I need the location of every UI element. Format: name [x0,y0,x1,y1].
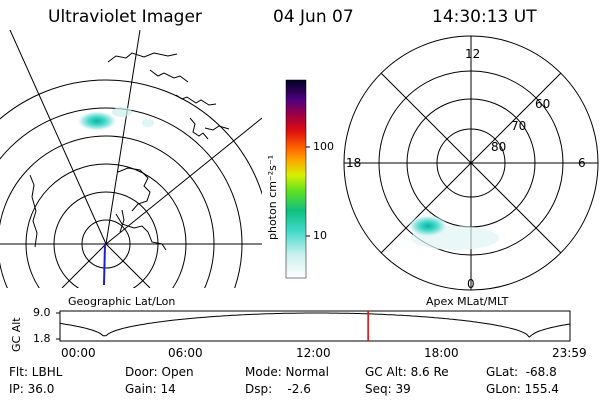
gain-info: Gain: 14 [125,382,176,396]
aurora-emission-left [77,111,117,131]
gc-alt-xtick: 18:00 [424,346,459,360]
aurora-emission-left [112,107,132,117]
mlat-label: 80 [491,140,507,154]
aurora-emission-left [142,119,154,127]
gc-alt-info: GC Alt: 8.6 Re [365,365,449,379]
ip-info: IP: 36.0 [9,382,55,396]
glat-info: GLat: -68.8 [486,365,557,379]
gc-alt-xtick: 23:59 [552,346,587,360]
filter-info: Flt: LBHL [9,365,63,379]
coastline [29,174,38,248]
coastline [189,117,209,140]
dsp-info: Dsp: -2.6 [245,382,311,396]
colorbar-unit-label: photon cm⁻²s⁻¹ [266,154,279,240]
gc-alt-xtick: 00:00 [61,346,96,360]
meridian-line [105,243,151,288]
right-panel-label: Apex MLat/MLT [426,295,509,308]
gc-alt-ylabel: GC Alt [10,317,23,352]
gc-alt-plot-frame [59,310,571,342]
coastline [204,125,230,131]
mlat-label: 60 [535,97,551,111]
mode-info: Mode: Normal [245,365,329,379]
image-time: 14:30:13 UT [432,7,537,27]
coastline [149,69,189,83]
mlt-label-dusk: 18 [346,156,362,170]
aurora-emission-right [408,215,448,237]
colorbar-tick-label: 100 [313,140,334,153]
meridian-line [105,30,141,245]
colorbar-tick-label: 10 [313,229,327,242]
gc-alt-xtick: 06:00 [168,346,203,360]
glon-info: GLon: 155.4 [486,382,559,396]
gc-alt-ytick: 1.8 [33,332,51,345]
mlt-label-noon: 12 [465,47,481,61]
gc-alt-curve [59,312,571,338]
coastline [119,209,125,233]
meridian-line [9,30,107,245]
latitude-ring [0,79,262,196]
mlt-label-midnight: 0 [467,277,475,291]
pole-line [103,243,106,286]
meridian-line [105,117,262,245]
coastline [107,52,178,63]
meridian-line [61,243,107,288]
color-scale-bar [285,79,307,279]
door-info: Door: Open [125,365,194,379]
coastline-antarctica [117,167,151,212]
coastline-antarctica [115,213,167,251]
polar-plot [343,35,599,291]
instrument-title: Ultraviolet Imager [48,7,202,27]
geographic-map [0,30,262,288]
mlt-label-dawn: 6 [578,156,586,170]
gc-alt-ytick: 9.0 [33,306,51,319]
seq-info: Seq: 39 [365,382,411,396]
mlat-label: 70 [511,119,527,133]
left-panel-label: Geographic Lat/Lon [68,295,176,308]
image-date: 04 Jun 07 [273,7,354,27]
coastline [175,94,217,106]
gc-alt-xtick: 12:00 [296,346,331,360]
